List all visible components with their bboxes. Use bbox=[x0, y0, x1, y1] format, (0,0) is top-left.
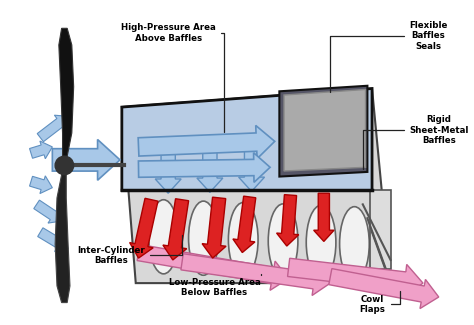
Polygon shape bbox=[197, 150, 223, 192]
Polygon shape bbox=[55, 170, 70, 303]
Polygon shape bbox=[181, 254, 330, 295]
Polygon shape bbox=[277, 195, 299, 246]
Ellipse shape bbox=[189, 201, 218, 275]
Polygon shape bbox=[233, 196, 256, 253]
Text: Low-Pressure Area
Below Baffles: Low-Pressure Area Below Baffles bbox=[169, 274, 261, 297]
Polygon shape bbox=[122, 88, 391, 283]
Polygon shape bbox=[163, 199, 189, 260]
Polygon shape bbox=[59, 28, 73, 161]
Ellipse shape bbox=[149, 200, 178, 274]
Text: Flexible
Baffles
Seals: Flexible Baffles Seals bbox=[330, 21, 447, 92]
Polygon shape bbox=[288, 258, 423, 298]
Polygon shape bbox=[155, 153, 181, 193]
Circle shape bbox=[55, 156, 73, 175]
Polygon shape bbox=[122, 88, 372, 190]
Ellipse shape bbox=[228, 202, 258, 277]
Text: Rigid
Sheet-Metal
Baffles: Rigid Sheet-Metal Baffles bbox=[363, 115, 468, 169]
Polygon shape bbox=[52, 139, 120, 180]
Text: High-Pressure Area
Above Baffles: High-Pressure Area Above Baffles bbox=[121, 23, 224, 132]
Ellipse shape bbox=[339, 207, 369, 281]
FancyBboxPatch shape bbox=[370, 190, 391, 269]
Polygon shape bbox=[238, 149, 264, 191]
Polygon shape bbox=[34, 200, 62, 223]
Text: Inter-Cylinder
Baffles: Inter-Cylinder Baffles bbox=[77, 235, 182, 265]
Polygon shape bbox=[138, 153, 270, 182]
Text: Cowl
Flaps: Cowl Flaps bbox=[359, 291, 400, 314]
Ellipse shape bbox=[268, 204, 298, 278]
Polygon shape bbox=[29, 141, 52, 159]
Polygon shape bbox=[37, 115, 68, 142]
Polygon shape bbox=[314, 193, 334, 241]
Ellipse shape bbox=[306, 205, 336, 280]
Polygon shape bbox=[279, 86, 367, 176]
Polygon shape bbox=[38, 228, 68, 252]
Polygon shape bbox=[137, 244, 289, 290]
Polygon shape bbox=[284, 89, 365, 171]
Polygon shape bbox=[29, 176, 52, 194]
Polygon shape bbox=[130, 198, 158, 258]
Polygon shape bbox=[138, 125, 275, 159]
Polygon shape bbox=[329, 269, 439, 308]
Polygon shape bbox=[202, 197, 226, 258]
